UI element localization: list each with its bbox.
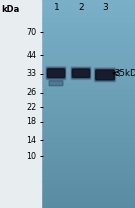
Text: 3: 3	[102, 3, 108, 12]
Text: 33: 33	[26, 69, 36, 78]
FancyBboxPatch shape	[72, 69, 90, 77]
FancyBboxPatch shape	[96, 70, 114, 80]
Text: 44: 44	[26, 51, 36, 60]
Text: 2: 2	[78, 3, 84, 12]
Text: 1: 1	[54, 3, 60, 12]
FancyBboxPatch shape	[95, 69, 115, 81]
FancyBboxPatch shape	[72, 68, 90, 78]
Bar	[0, 0, 40, 208]
FancyBboxPatch shape	[46, 67, 66, 80]
Text: 35kDa: 35kDa	[115, 69, 135, 78]
FancyBboxPatch shape	[48, 69, 65, 78]
Text: kDa: kDa	[1, 5, 20, 14]
Text: 18: 18	[26, 117, 36, 126]
FancyBboxPatch shape	[49, 81, 63, 86]
Text: 10: 10	[26, 152, 36, 161]
FancyBboxPatch shape	[94, 68, 116, 82]
Text: 14: 14	[26, 136, 36, 145]
Text: 70: 70	[26, 28, 36, 37]
Text: 22: 22	[26, 103, 36, 112]
FancyBboxPatch shape	[47, 68, 65, 79]
Text: 26: 26	[26, 88, 36, 97]
FancyBboxPatch shape	[71, 67, 91, 79]
